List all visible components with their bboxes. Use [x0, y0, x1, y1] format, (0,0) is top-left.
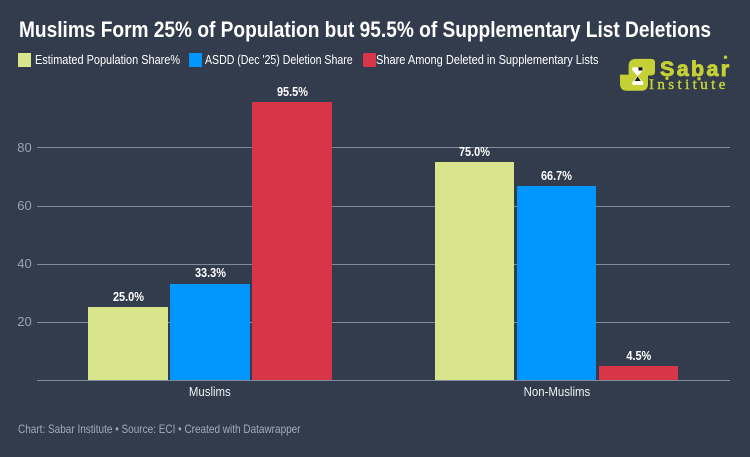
svg-text:Institute: Institute	[649, 77, 729, 93]
svg-text:Sabar: Sabar	[660, 57, 732, 81]
